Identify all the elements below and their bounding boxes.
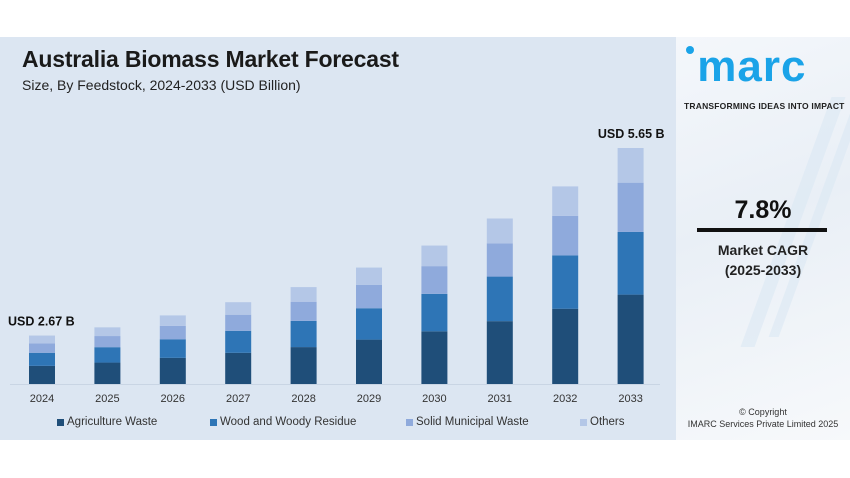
legend-swatch [580, 418, 587, 426]
cagr-period: (2025-2033) [724, 262, 802, 278]
chart-title: Australia Biomass Market Forecast [22, 46, 399, 72]
bar-segment-2032-3 [552, 186, 579, 216]
data-label-total: USD 5.65 B [598, 127, 665, 141]
legend-item: Wood and Woody Residue [210, 416, 356, 428]
bar-segment-2029-1 [356, 308, 382, 340]
legend-label: Wood and Woody Residue [220, 416, 357, 428]
bar-segment-2027-2 [225, 314, 252, 331]
bar-segment-2033-1 [617, 231, 644, 295]
bar-segment-2026-3 [159, 315, 186, 326]
imarc-logo: imarc [697, 42, 807, 91]
x-tick-label: 2027 [226, 393, 250, 405]
bar-segment-2024-1 [29, 352, 55, 366]
cagr-label: Market CAGR [717, 242, 809, 258]
cagr-value: 7.8% [734, 196, 792, 224]
logo-tagline: TRANSFORMING IDEAS INTO IMPACT [684, 101, 845, 111]
bar-segment-2028-2 [290, 301, 317, 321]
logo-dot [686, 46, 694, 54]
legend-item: Solid Municipal Waste [406, 416, 529, 428]
bar-segment-2032-0 [552, 308, 579, 384]
bar-segment-2024-3 [29, 335, 55, 344]
bar-segment-2026-0 [159, 357, 186, 384]
bar-segment-2030-3 [421, 245, 448, 267]
bar-segment-2032-1 [552, 255, 579, 309]
bar-segment-2030-0 [421, 331, 448, 384]
bar-segment-2029-3 [356, 267, 382, 285]
copyright-line-1: © Copyright [739, 407, 787, 417]
bar-segment-2024-0 [29, 365, 55, 384]
bar-segment-2031-3 [486, 218, 513, 244]
cagr-label-block: Market CAGR (2025-2033) [676, 240, 850, 280]
x-tick-label: 2025 [95, 393, 119, 405]
x-tick-label: 2028 [291, 393, 315, 405]
bar-segment-2026-2 [159, 325, 186, 340]
bar-segment-2032-2 [552, 215, 579, 256]
bar-segment-2031-1 [486, 276, 513, 322]
x-tick-label: 2033 [618, 393, 642, 405]
x-tick-label: 2031 [488, 393, 512, 405]
legend-item: Agriculture Waste [57, 416, 157, 428]
bar-segment-2033-0 [617, 294, 644, 384]
legend-swatch [406, 418, 413, 426]
bar-segment-2029-2 [356, 284, 382, 309]
legend-item: Others [580, 416, 625, 428]
bar-segment-2029-0 [356, 339, 382, 384]
bar-segment-2031-0 [486, 321, 513, 384]
x-tick-label: 2024 [30, 393, 54, 405]
x-tick-label: 2029 [357, 393, 381, 405]
side-panel [676, 37, 850, 440]
x-tick-label: 2032 [553, 393, 577, 405]
bar-segment-2025-1 [94, 347, 121, 363]
legend-label: Agriculture Waste [67, 416, 158, 428]
bar-segment-2027-1 [225, 330, 252, 353]
bar-segment-2030-1 [421, 293, 448, 332]
x-tick-label: 2026 [161, 393, 185, 405]
bar-segment-2030-2 [421, 266, 448, 294]
bar-segment-2033-2 [617, 182, 644, 232]
stacked-bar-chart: 2024 USD 2.67 B 2025 2026 2027 2028 2029 2030 20… [8, 127, 665, 405]
cagr-divider [697, 228, 827, 232]
bar-segment-2028-3 [290, 287, 317, 302]
bar-segment-2025-2 [94, 336, 121, 348]
bar-segment-2025-0 [94, 362, 121, 384]
bar-segment-2025-3 [94, 327, 121, 337]
legend-label: Solid Municipal Waste [416, 416, 529, 428]
legend-label: Others [590, 416, 625, 428]
legend-swatch [57, 418, 64, 426]
bar-segment-2033-3 [617, 148, 644, 183]
chart-subtitle: Size, By Feedstock, 2024-2033 (USD Billi… [22, 77, 301, 93]
bar-segment-2027-3 [225, 302, 252, 315]
data-label-total: USD 2.67 B [8, 315, 75, 329]
legend-swatch [210, 418, 217, 426]
bar-segment-2028-0 [290, 347, 317, 384]
bar-segment-2031-2 [486, 243, 513, 277]
bar-segment-2027-0 [225, 352, 252, 384]
bar-segment-2026-1 [159, 339, 186, 358]
bar-segment-2024-2 [29, 343, 55, 353]
x-tick-label: 2030 [422, 393, 446, 405]
bar-segment-2028-1 [290, 320, 317, 348]
copyright-line-2: IMARC Services Private Limited 2025 [687, 419, 839, 429]
copyright: © Copyright IMARC Services Private Limit… [676, 406, 850, 430]
